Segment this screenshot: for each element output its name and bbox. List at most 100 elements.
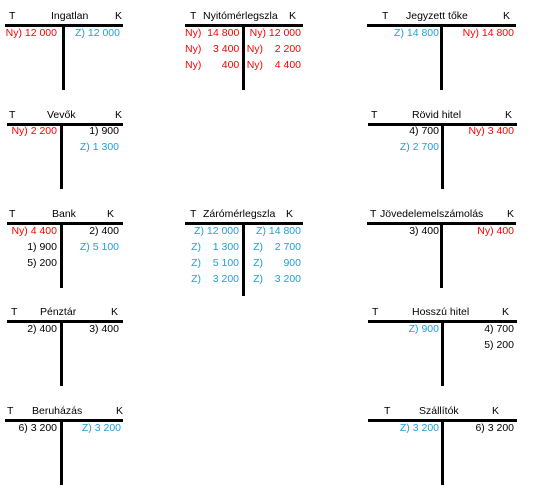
account-title: Jövedelemelszámolás [380,208,484,220]
debit-entry: Z) 3 200 [191,273,239,285]
account-vertical-rule [441,123,444,189]
t-account-nyitomerlegszla: T Nyitómérlegszla K Ny) 14 800 Ny) 3 400 Ny) … [185,10,303,90]
debit-marker: T [382,10,389,22]
credit-entry: 5) 200 [484,339,514,351]
debit-entry: 5) 200 [27,257,57,269]
t-account-jegyzett-toke: T Jegyzett tőke K Z) 14 800 Ny) 14 800 [367,10,517,90]
credit-entry: Ny) 400 [477,225,514,237]
credit-entry: Ny) 3 400 [468,125,514,137]
debit-entry: 4) 700 [409,125,439,137]
debit-entry: Ny) 2 200 [11,125,57,137]
debit-entry: Ny) 4 400 [11,225,57,237]
credit-marker: K [505,109,513,121]
t-account-beruhazas: T Beruházás K 6) 3 200 Z) 3 200 [5,405,123,485]
credit-entry: Z) 2 700 [253,241,301,253]
t-account-bank: T Bank K Ny) 4 400 1) 900 5) 200 2) 400 Z) 5 10… [7,208,123,288]
account-title: Szállítók [419,405,459,417]
account-title: Zárómérlegszla [203,208,276,220]
debit-marker: T [190,208,197,220]
debit-entry: Ny) 400 [185,59,240,71]
debit-entry: 1) 900 [27,241,57,253]
account-horizontal-rule [7,123,123,126]
debit-entry: Z) 2 700 [399,141,439,153]
credit-entry: 3) 400 [89,323,119,335]
debit-marker: T [7,405,14,417]
credit-marker: K [107,208,115,220]
account-vertical-rule [60,123,63,189]
t-account-zaromerlegszla: T Zárómérlegszla K Z) 12 000 Z) 1 300 Z) 5 10… [185,208,303,298]
t-account-rovid-hitel: T Rövid hitel K 4) 700 Z) 2 700 Ny) 3 400 [368,109,518,189]
credit-marker: K [492,405,500,417]
credit-entry: Z) 5 100 [79,241,119,253]
debit-marker: T [11,306,18,318]
account-title: Bank [52,208,76,220]
account-horizontal-rule [5,419,123,422]
account-title: Rövid hitel [412,109,462,121]
debit-marker: T [9,208,16,220]
debit-marker: T [371,109,378,121]
credit-marker: K [115,10,123,22]
credit-entry: Z) 900 [253,257,301,269]
account-title: Pénztár [40,306,77,318]
account-title: Nyitómérlegszla [203,10,278,22]
account-vertical-rule [441,320,444,386]
account-vertical-rule [60,419,63,485]
account-vertical-rule [60,320,63,386]
credit-entry: Ny) 4 400 [246,59,301,71]
t-account-szallitok: T Szállítók K Z) 3 200 6) 3 200 [368,405,518,485]
debit-entry: Z) 900 [408,323,439,335]
debit-entry: 3) 400 [409,225,439,237]
account-vertical-rule [60,222,63,288]
credit-entry: Z) 3 200 [253,273,301,285]
debit-entry: Z) 1 300 [191,241,239,253]
debit-entry: Ny) 14 800 [185,27,240,39]
debit-entry: 6) 3 200 [18,422,57,434]
debit-entry: Z) 14 800 [394,27,439,39]
credit-marker: K [115,109,123,121]
account-vertical-rule [62,24,65,90]
account-horizontal-rule [7,222,123,225]
credit-marker: K [286,208,294,220]
debit-marker: T [190,10,197,22]
credit-marker: K [502,306,510,318]
account-vertical-rule [441,419,444,485]
credit-entry: 6) 3 200 [475,422,514,434]
account-title: Beruházás [32,405,83,417]
debit-marker: T [9,109,16,121]
account-vertical-rule [440,24,443,90]
debit-entry: Z) 3 200 [399,422,439,434]
debit-marker: T [370,208,377,220]
debit-entry: Z) 5 100 [191,257,239,269]
debit-entry: Ny) 12 000 [5,27,57,39]
t-account-vevok: T Vevők K Ny) 2 200 1) 900 Z) 1 300 [7,109,123,189]
t-account-ingatlan: T Ingatlan K Ny) 12 000 Z) 12 000 [5,10,123,90]
credit-entry: Z) 14 800 [256,225,301,237]
credit-entry: Ny) 2 200 [246,43,301,55]
credit-marker: K [116,405,124,417]
account-horizontal-rule [7,320,123,323]
account-title: Ingatlan [51,10,89,22]
credit-entry: Z) 3 200 [81,422,121,434]
t-account-hosszu-hitel: T Hosszú hitel K Z) 900 4) 700 5) 200 [368,306,518,386]
debit-marker: T [384,405,391,417]
account-title: Jegyzett tőke [406,10,468,22]
credit-marker: K [507,208,515,220]
debit-marker: T [372,306,379,318]
credit-marker: K [289,10,297,22]
credit-entry: 1) 900 [89,125,119,137]
credit-entry: Ny) 14 800 [462,27,514,39]
debit-marker: T [9,10,16,22]
credit-marker: K [503,10,511,22]
credit-entry: Z) 12 000 [75,27,120,39]
credit-entry: Ny) 12 000 [249,27,301,39]
account-vertical-rule [242,24,245,90]
debit-entry: 2) 400 [27,323,57,335]
credit-entry: Z) 1 300 [79,141,119,153]
debit-entry: Ny) 3 400 [185,43,240,55]
credit-marker: K [111,306,119,318]
account-title: Hosszú hitel [412,306,470,318]
account-vertical-rule [242,222,245,296]
credit-entry: 4) 700 [484,323,514,335]
account-title: Vevők [47,109,76,121]
credit-entry: 2) 400 [89,225,119,237]
